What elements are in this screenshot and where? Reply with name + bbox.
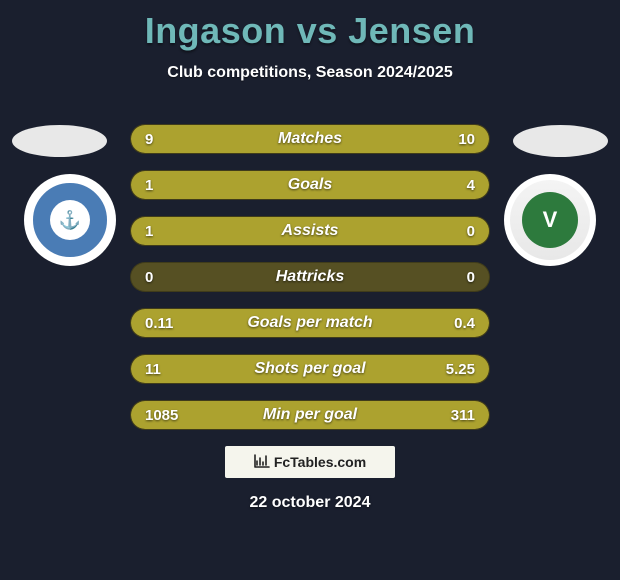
stat-row: 1085311Min per goal [130,400,490,430]
stat-label: Goals per match [131,309,489,337]
crest-left-icon: ⚓ [50,200,90,240]
fctables-badge: FcTables.com [225,446,395,478]
club-crest-right: V [504,174,596,266]
stat-label: Matches [131,125,489,153]
stat-label: Shots per goal [131,355,489,383]
club-crest-left: ⚓ [24,174,116,266]
stat-row: 115.25Shots per goal [130,354,490,384]
stat-row: 00Hattricks [130,262,490,292]
stat-label: Min per goal [131,401,489,429]
stats-container: 910Matches 14Goals 10Assists 00Hattricks 0.1… [130,124,490,446]
stat-label: Hattricks [131,263,489,291]
stat-label: Goals [131,171,489,199]
date-line: 22 october 2024 [0,494,620,512]
chart-icon [254,454,270,471]
player-right-avatar-placeholder [513,125,608,157]
page-title: Ingason vs Jensen [0,0,620,52]
crest-right-icon: V [522,192,578,248]
stat-row: 910Matches [130,124,490,154]
player-left-avatar-placeholder [12,125,107,157]
stat-row: 14Goals [130,170,490,200]
stat-label: Assists [131,217,489,245]
stat-row: 10Assists [130,216,490,246]
page-subtitle: Club competitions, Season 2024/2025 [0,64,620,82]
stat-row: 0.110.4Goals per match [130,308,490,338]
fctables-label: FcTables.com [274,454,366,470]
